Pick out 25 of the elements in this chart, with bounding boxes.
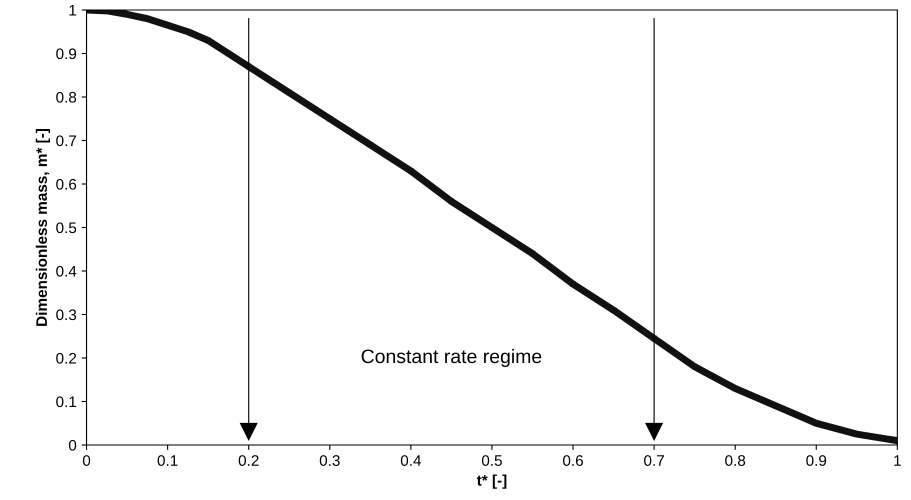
y-tick-label: 0: [68, 440, 76, 451]
x-tick-label: 1: [894, 455, 901, 466]
x-tick-label: 0.3: [320, 455, 340, 466]
x-tick-label: 0.2: [238, 455, 259, 466]
y-tick-label: 0.1: [56, 396, 76, 408]
x-tick-label: 0.4: [400, 455, 422, 466]
y-tick-label: 0.6: [56, 178, 76, 190]
y-tick-label: 0.7: [56, 135, 76, 146]
x-tick-label: 0: [82, 455, 90, 466]
x-tick-label: 0.6: [563, 455, 583, 466]
x-tick-label: 0.5: [482, 455, 502, 466]
y-tick-label: 0.3: [56, 309, 76, 320]
y-tick-label: 0.5: [56, 222, 76, 234]
y-axis-title: Dimensionless mass, m* [-]: [36, 129, 50, 326]
y-tick-label: 0.8: [56, 92, 76, 103]
y-tick-label: 0.2: [56, 352, 76, 364]
x-tick-label: 0.1: [158, 455, 178, 466]
y-tick-label: 0.9: [56, 48, 76, 60]
x-tick-label: 0.8: [725, 455, 746, 466]
x-axis-title: t* [-]: [476, 474, 506, 489]
x-tick-label: 0.7: [644, 455, 664, 466]
y-tick-label: 1: [69, 5, 76, 16]
y-tick-label: 0.4: [56, 266, 76, 277]
annotation: Constant rate regime: [362, 348, 542, 368]
x-tick-label: 0.9: [806, 455, 826, 466]
